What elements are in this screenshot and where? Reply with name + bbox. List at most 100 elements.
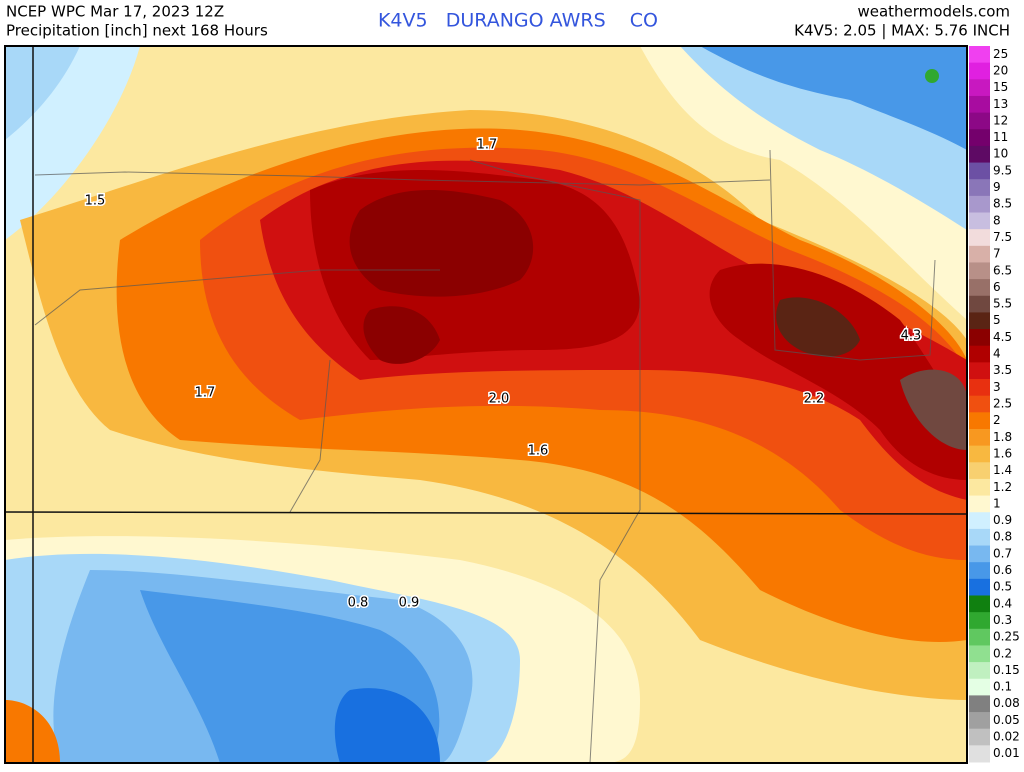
colorbar-label: 12 bbox=[993, 113, 1008, 127]
map-label: 1.7 bbox=[477, 138, 498, 153]
colorbar-label: 1.6 bbox=[993, 446, 1012, 460]
colorbar-label: 0.3 bbox=[993, 613, 1012, 627]
colorbar-label: 7.5 bbox=[993, 230, 1012, 244]
colorbar-label: 0.9 bbox=[993, 513, 1012, 527]
model-run: NCEP WPC Mar 17, 2023 12Z bbox=[6, 3, 224, 21]
colorbar-swatch bbox=[969, 212, 990, 230]
colorbar-swatch bbox=[969, 528, 990, 547]
colorbar-swatch bbox=[969, 695, 990, 713]
map-label: 1.7 bbox=[195, 386, 216, 401]
colorbar-label: 0.6 bbox=[993, 563, 1012, 577]
colorbar-swatch bbox=[969, 79, 990, 97]
colorbar-swatch bbox=[969, 295, 990, 313]
colorbar-label: 7 bbox=[993, 247, 1001, 261]
colorbar-label: 25 bbox=[993, 47, 1008, 61]
colorbar-swatch bbox=[969, 229, 990, 247]
colorbar-swatch bbox=[969, 578, 990, 596]
map-label: 2.0 bbox=[489, 392, 510, 407]
colorbar-label: 9 bbox=[993, 180, 1001, 194]
map-frame bbox=[4, 45, 968, 764]
colorbar-swatch bbox=[969, 412, 990, 430]
colorbar-label: 5 bbox=[993, 313, 1001, 327]
colorbar-label: 10 bbox=[993, 147, 1008, 161]
colorbar-label: 0.15 bbox=[993, 663, 1020, 677]
colorbar-swatch bbox=[969, 645, 990, 663]
colorbar-swatch bbox=[969, 428, 990, 447]
colorbar-label: 8 bbox=[993, 213, 1001, 227]
colorbar-label: 0.4 bbox=[993, 596, 1012, 610]
colorbar-label: 2 bbox=[993, 413, 1001, 427]
colorbar-label: 0.8 bbox=[993, 530, 1012, 544]
colorbar-label: 1.4 bbox=[993, 463, 1012, 477]
map-label: 0.8 bbox=[348, 596, 369, 611]
colorbar-swatch bbox=[969, 628, 990, 646]
colorbar-swatch bbox=[969, 612, 990, 630]
colorbar-swatch bbox=[969, 362, 990, 380]
colorbar-label: 0.05 bbox=[993, 713, 1020, 727]
colorbar-swatch bbox=[969, 478, 990, 497]
colorbar-swatch bbox=[969, 145, 990, 164]
colorbar-label: 6 bbox=[993, 280, 1001, 294]
colorbar-label: 0.25 bbox=[993, 630, 1020, 644]
colorbar-label: 1.2 bbox=[993, 480, 1012, 494]
colorbar-label: 11 bbox=[993, 130, 1008, 144]
colorbar-swatch bbox=[969, 379, 990, 397]
colorbar-swatch bbox=[969, 162, 990, 180]
colorbar-swatch bbox=[969, 595, 990, 613]
colorbar-label: 0.7 bbox=[993, 546, 1012, 560]
colorbar-label: 9.5 bbox=[993, 163, 1012, 177]
colorbar-swatch bbox=[969, 179, 990, 197]
map-label: 1.5 bbox=[85, 194, 106, 209]
colorbar-swatch bbox=[969, 129, 990, 147]
map bbox=[5, 46, 967, 763]
colorbar-label: 4.5 bbox=[993, 330, 1012, 344]
map-label: 0.9 bbox=[399, 596, 420, 611]
colorbar-label: 0.1 bbox=[993, 680, 1012, 694]
colorbar-label: 8.5 bbox=[993, 197, 1012, 211]
colorbar-swatch bbox=[969, 745, 990, 763]
colorbar-label: 15 bbox=[993, 80, 1008, 94]
colorbar-label: 1 bbox=[993, 496, 1001, 510]
colorbar-label: 20 bbox=[993, 63, 1008, 77]
colorbar-swatch bbox=[969, 562, 990, 580]
colorbar-swatch bbox=[969, 495, 990, 513]
colorbar-swatch bbox=[969, 395, 990, 413]
map-label: 1.6 bbox=[528, 444, 549, 459]
site: weathermodels.com bbox=[857, 3, 1010, 21]
colorbar-swatch bbox=[969, 245, 990, 263]
map-labels: 1.7 1.5 1.7 2.0 1.6 2.2 4.3 0.8 0.9 bbox=[83, 136, 923, 612]
colorbar-swatch bbox=[969, 62, 990, 80]
colorbar-label: 3.5 bbox=[993, 363, 1012, 377]
colorbar-swatch bbox=[969, 512, 990, 530]
colorbar-label: 0.5 bbox=[993, 580, 1012, 594]
colorbar-label: 4 bbox=[993, 347, 1001, 361]
colorbar-swatch bbox=[969, 712, 990, 730]
colorbar-swatch bbox=[969, 112, 990, 130]
map-label: 4.3 bbox=[901, 329, 922, 344]
colorbar-swatch bbox=[969, 678, 990, 696]
product: Precipitation [inch] next 168 Hours bbox=[6, 22, 268, 40]
colorbar-swatch bbox=[969, 462, 990, 480]
colorbar-swatch bbox=[969, 728, 990, 746]
station-max: K4V5: 2.05 | MAX: 5.76 INCH bbox=[794, 22, 1010, 40]
map-label: 2.2 bbox=[804, 392, 825, 407]
colorbar-label: 6.5 bbox=[993, 263, 1012, 277]
colorbar-label: 0.08 bbox=[993, 696, 1020, 710]
colorbar-label: 5.5 bbox=[993, 297, 1012, 311]
colorbar-swatch bbox=[969, 195, 990, 214]
colorbar-label: 0.2 bbox=[993, 646, 1012, 660]
colorbar-swatch bbox=[969, 279, 990, 297]
colorbar-swatch bbox=[969, 345, 990, 363]
colorbar-label: 0.01 bbox=[993, 746, 1020, 760]
colorbar-swatch bbox=[969, 545, 990, 563]
colorbar-swatch bbox=[969, 262, 990, 280]
colorbar-label: 13 bbox=[993, 97, 1008, 111]
colorbar-swatch bbox=[969, 46, 990, 64]
colorbar-swatch bbox=[969, 312, 990, 330]
colorbar-swatch bbox=[969, 95, 990, 114]
colorbar-swatch bbox=[969, 445, 990, 463]
colorbar-label: 1.8 bbox=[993, 430, 1012, 444]
colorbar-label: 0.02 bbox=[993, 730, 1020, 744]
colorbar-swatch bbox=[969, 662, 990, 680]
